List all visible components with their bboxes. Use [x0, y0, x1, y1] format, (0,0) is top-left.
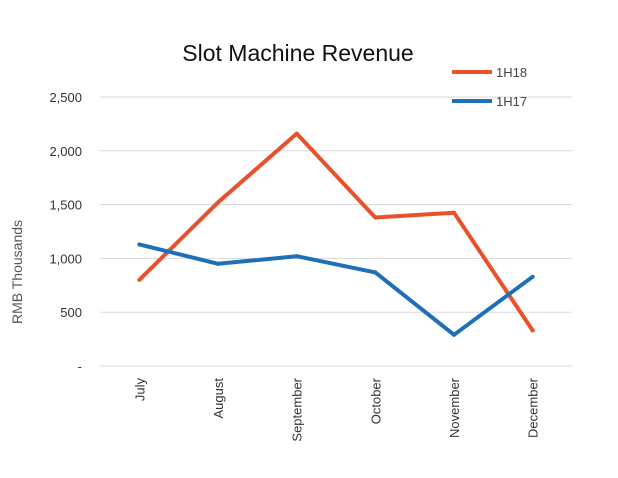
- data-point: [452, 332, 456, 337]
- data-point: [137, 277, 142, 282]
- y-tick-label: 2,500: [49, 90, 82, 105]
- y-axis-ticks: - 500 1,000 1,500 2,000 2,500: [49, 90, 82, 374]
- data-point: [530, 328, 535, 333]
- x-tick-label: September: [290, 377, 305, 441]
- data-point: [216, 200, 220, 205]
- y-tick-label: 2,000: [49, 144, 82, 159]
- series-line-1h17: [138, 242, 534, 337]
- y-tick-label: 1,000: [49, 251, 82, 266]
- data-point: [530, 274, 535, 279]
- x-axis-ticks: July August September October November Decemb…: [132, 377, 540, 441]
- series-line-1h18: [137, 131, 535, 332]
- data-point: [373, 215, 378, 220]
- data-point: [294, 131, 299, 136]
- data-point: [373, 270, 378, 275]
- x-tick-label: November: [447, 377, 462, 438]
- data-point: [452, 210, 456, 215]
- legend-label: 1H18: [496, 65, 527, 80]
- data-point: [216, 261, 220, 266]
- chart-title: Slot Machine Revenue: [182, 40, 413, 66]
- y-tick-label: 500: [60, 305, 82, 320]
- gridlines: [100, 96, 572, 367]
- y-axis-label: RMB Thousands: [9, 220, 25, 324]
- data-point: [137, 242, 142, 247]
- x-tick-label: December: [526, 377, 541, 438]
- legend-label: 1H17: [496, 94, 527, 109]
- legend: 1H18 1H17: [452, 65, 527, 109]
- y-tick-label: 1,500: [49, 198, 82, 213]
- x-tick-label: July: [132, 378, 147, 402]
- data-point: [294, 254, 299, 259]
- x-tick-label: August: [211, 378, 226, 419]
- y-tick-label: -: [78, 359, 82, 374]
- series-lines: [137, 131, 535, 337]
- x-tick-label: October: [368, 377, 383, 424]
